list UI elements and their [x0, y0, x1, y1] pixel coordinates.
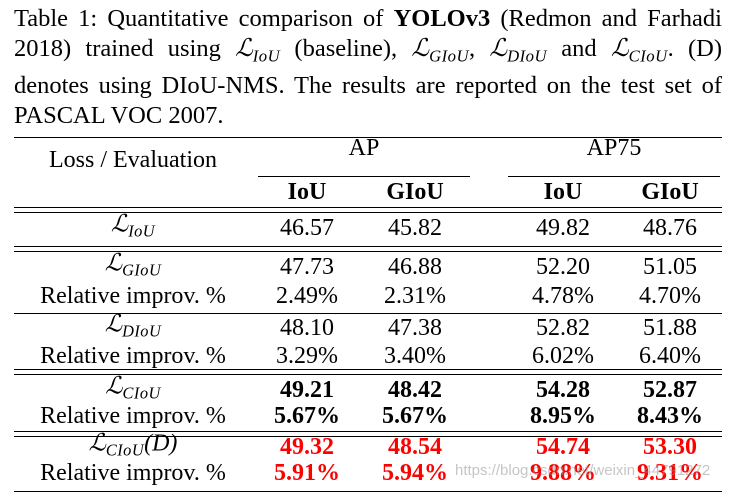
caption-text: Table 1: Quantitative comparison of	[14, 5, 394, 32]
caption-text: and	[547, 35, 611, 62]
group-header: AP75	[586, 135, 642, 161]
caption: Table 1: Quantitative comparison of YOLO…	[14, 4, 722, 131]
loss-subscript: GIoU	[429, 46, 470, 66]
value-cell: 52.87	[643, 377, 697, 403]
table-rule	[14, 207, 722, 209]
table-rule	[14, 436, 722, 438]
table-rule	[258, 176, 470, 178]
value-cell: 5.94%	[382, 460, 448, 486]
value-cell: 46.57	[280, 215, 334, 241]
value-cell: 53.30	[643, 434, 697, 460]
caption-math: ℒGIoU	[411, 35, 470, 66]
value-cell: 5.67%	[382, 403, 448, 429]
value-cell: 4.78%	[532, 283, 594, 309]
loss-symbol: ℒ	[104, 250, 123, 277]
loss-subscript: CIoU	[105, 440, 145, 460]
loss-symbol: ℒ	[104, 311, 123, 338]
row-label: Relative improv. %	[40, 283, 226, 309]
table-rule	[14, 212, 722, 214]
row-label: Relative improv. %	[40, 460, 226, 486]
value-cell: 6.02%	[532, 343, 594, 369]
value-cell: 2.49%	[276, 283, 338, 309]
table-rule	[14, 369, 722, 371]
loss-subscript: CIoU	[628, 46, 668, 66]
row-label: Relative improv. %	[40, 403, 226, 429]
caption-text: ,	[469, 35, 490, 62]
loss-symbol: ℒ	[235, 35, 253, 62]
value-cell: 46.88	[388, 254, 442, 280]
loss-subscript: DIoU	[507, 46, 548, 66]
row-label: ℒDIoU	[105, 310, 161, 345]
value-cell: 9.88%	[530, 460, 596, 486]
column-header: GIoU	[641, 179, 699, 205]
value-cell: 54.74	[536, 434, 590, 460]
value-cell: 51.05	[643, 254, 697, 280]
table-rule	[14, 251, 722, 253]
row-label: ℒCIoU	[105, 372, 161, 407]
table-rule	[14, 137, 722, 139]
loss-symbol: ℒ	[411, 35, 430, 62]
caption-text: . (D) denotes using DIoU-NMS. The result…	[14, 35, 723, 130]
row-label: ℒIoU	[111, 210, 155, 245]
caption-math: ℒDIoU	[489, 35, 548, 66]
value-cell: 51.88	[643, 315, 697, 341]
loss-subscript: GIoU	[122, 260, 162, 280]
loss-symbol: ℒ	[489, 35, 508, 62]
row-label-header: Loss / Evaluation	[49, 147, 217, 173]
watermark: https://blog.csdn.net/weixin_44791272	[455, 462, 711, 479]
value-cell: 5.91%	[274, 460, 340, 486]
caption-math: ℒIoU	[235, 35, 281, 66]
value-cell: 47.38	[388, 315, 442, 341]
value-cell: 9.31%	[637, 460, 703, 486]
caption-text: (baseline),	[280, 35, 412, 62]
loss-symbol: ℒ	[610, 35, 629, 62]
loss-subscript: IoU	[128, 221, 156, 241]
value-cell: 48.54	[388, 434, 442, 460]
table-rule	[508, 176, 720, 178]
value-cell: 52.82	[536, 315, 590, 341]
loss-subscript: IoU	[252, 46, 281, 66]
value-cell: 5.67%	[274, 403, 340, 429]
caption-text: YOLOv3	[393, 5, 491, 32]
group-header: AP	[348, 135, 380, 161]
column-header: IoU	[287, 179, 327, 205]
value-cell: 49.32	[280, 434, 334, 460]
table-rule	[14, 431, 722, 433]
caption-text: (Redmon and Farhadi 2018) trained using	[14, 5, 722, 62]
row-label: ℒGIoU	[105, 249, 161, 284]
value-cell: 3.40%	[384, 343, 446, 369]
loss-symbol: ℒ	[110, 211, 129, 238]
value-cell: 6.40%	[639, 343, 701, 369]
value-cell: 48.42	[388, 377, 442, 403]
loss-suffix: (D)	[144, 430, 178, 457]
value-cell: 49.21	[280, 377, 334, 403]
loss-symbol: ℒ	[88, 430, 106, 457]
value-cell: 2.31%	[384, 283, 446, 309]
value-cell: 45.82	[388, 215, 442, 241]
row-label: Relative improv. %	[40, 343, 226, 369]
column-header: IoU	[543, 179, 583, 205]
table-rule	[14, 374, 722, 376]
loss-subscript: CIoU	[122, 383, 161, 403]
value-cell: 54.28	[536, 377, 590, 403]
value-cell: 52.20	[536, 254, 590, 280]
value-cell: 3.29%	[276, 343, 338, 369]
value-cell: 48.76	[643, 215, 697, 241]
caption-math: ℒCIoU	[610, 35, 668, 66]
table-rule	[14, 491, 722, 493]
column-header: GIoU	[386, 179, 444, 205]
loss-symbol: ℒ	[105, 373, 123, 400]
table-rule	[14, 246, 722, 248]
loss-subscript: DIoU	[122, 321, 162, 341]
table-rule	[14, 313, 722, 315]
value-cell: 48.10	[280, 315, 334, 341]
value-cell: 4.70%	[639, 283, 701, 309]
value-cell: 8.95%	[530, 403, 596, 429]
value-cell: 49.82	[536, 215, 590, 241]
row-label: ℒCIoU(D)	[89, 429, 178, 464]
value-cell: 47.73	[280, 254, 334, 280]
value-cell: 8.43%	[637, 403, 703, 429]
